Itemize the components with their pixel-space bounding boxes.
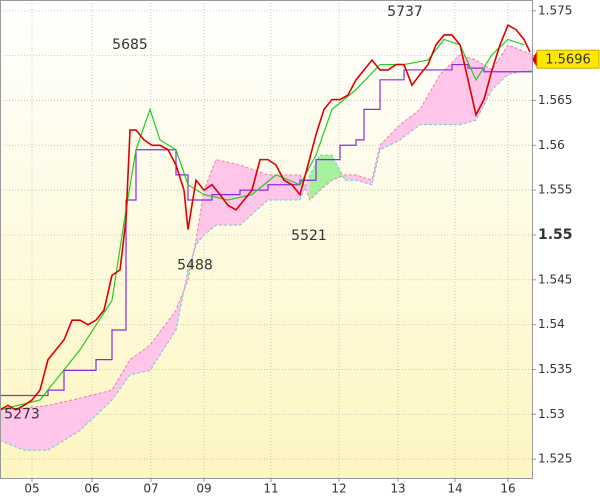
cloud-segment (356, 174, 372, 185)
plot-frame (0, 0, 533, 479)
cloud-segment (345, 174, 356, 181)
x-tick-label: 13 (390, 482, 405, 496)
y-tick-label: 1.56 (538, 138, 565, 152)
cloud-segment (440, 54, 460, 125)
axis-background (532, 0, 600, 498)
cloud-segment (310, 155, 320, 200)
cloud-segment (130, 345, 150, 375)
series-line (0, 63, 532, 397)
x-tick-label: 06 (84, 482, 99, 496)
annotation: 5488 (177, 258, 213, 274)
cloud-segment (320, 155, 332, 191)
y-tick-label: 1.54 (538, 317, 565, 331)
x-tick-label: 07 (143, 482, 158, 496)
price-pointer (532, 51, 537, 68)
annotation: 5273 (4, 407, 40, 423)
cloud-segment (150, 310, 176, 371)
y-tick-label: 1.545 (538, 272, 572, 286)
y-tick-label: 1.565 (538, 93, 572, 107)
x-tick-label: 12 (331, 482, 346, 496)
series-line (0, 38, 525, 411)
y-tick-label: 1.575 (538, 3, 572, 17)
series-line (0, 23, 531, 411)
cloud-segment (204, 159, 216, 235)
cloud-segment (80, 390, 112, 431)
axis-background (0, 478, 532, 498)
cloud-segment (240, 165, 268, 226)
price-label: 1.5696 (545, 53, 591, 68)
cloud-segment (492, 44, 508, 90)
x-tick-label: 05 (24, 482, 39, 496)
cloud-segment (48, 398, 80, 451)
cloud-segment (24, 405, 48, 451)
y-tick-label: 1.535 (538, 362, 572, 376)
cloud-segment (476, 60, 492, 121)
cloud-segment (0, 408, 24, 451)
annotation: 5521 (291, 228, 327, 244)
x-tick-label: 09 (196, 482, 211, 496)
price-box (536, 49, 600, 69)
y-tick-label: 1.53 (538, 407, 565, 421)
x-tick-label: 11 (263, 482, 278, 496)
y-tick-label: 1.55 (538, 227, 573, 243)
x-tick-label: 14 (447, 482, 462, 496)
x-tick-label: 16 (500, 482, 515, 496)
cloud-segment (400, 109, 420, 140)
cloud-span (0, 69, 533, 451)
cloud-segment (420, 74, 440, 125)
cloud-segment (216, 159, 240, 226)
cloud-segment (112, 359, 130, 400)
cloud-segment (380, 124, 400, 150)
annotation: 5737 (387, 4, 423, 20)
y-tick-label: 1.555 (538, 183, 572, 197)
annotation: 5685 (112, 37, 148, 53)
y-tick-label: 1.525 (538, 452, 572, 466)
